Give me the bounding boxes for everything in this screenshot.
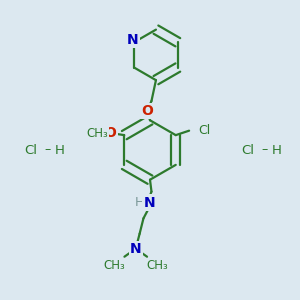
Text: CH₃: CH₃ [87, 127, 108, 140]
Text: Cl: Cl [242, 143, 255, 157]
Text: CH₃: CH₃ [103, 259, 125, 272]
Text: Cl: Cl [25, 143, 38, 157]
Text: –: – [261, 143, 268, 157]
Text: Cl: Cl [198, 124, 210, 136]
Text: H: H [272, 143, 281, 157]
Text: N: N [127, 33, 138, 47]
Text: N: N [130, 242, 142, 256]
Text: H: H [135, 196, 144, 209]
Text: H: H [54, 143, 64, 157]
Text: N: N [144, 196, 155, 210]
Text: CH₃: CH₃ [147, 259, 168, 272]
Text: –: – [44, 143, 51, 157]
Text: O: O [105, 126, 116, 140]
Text: O: O [141, 104, 153, 118]
